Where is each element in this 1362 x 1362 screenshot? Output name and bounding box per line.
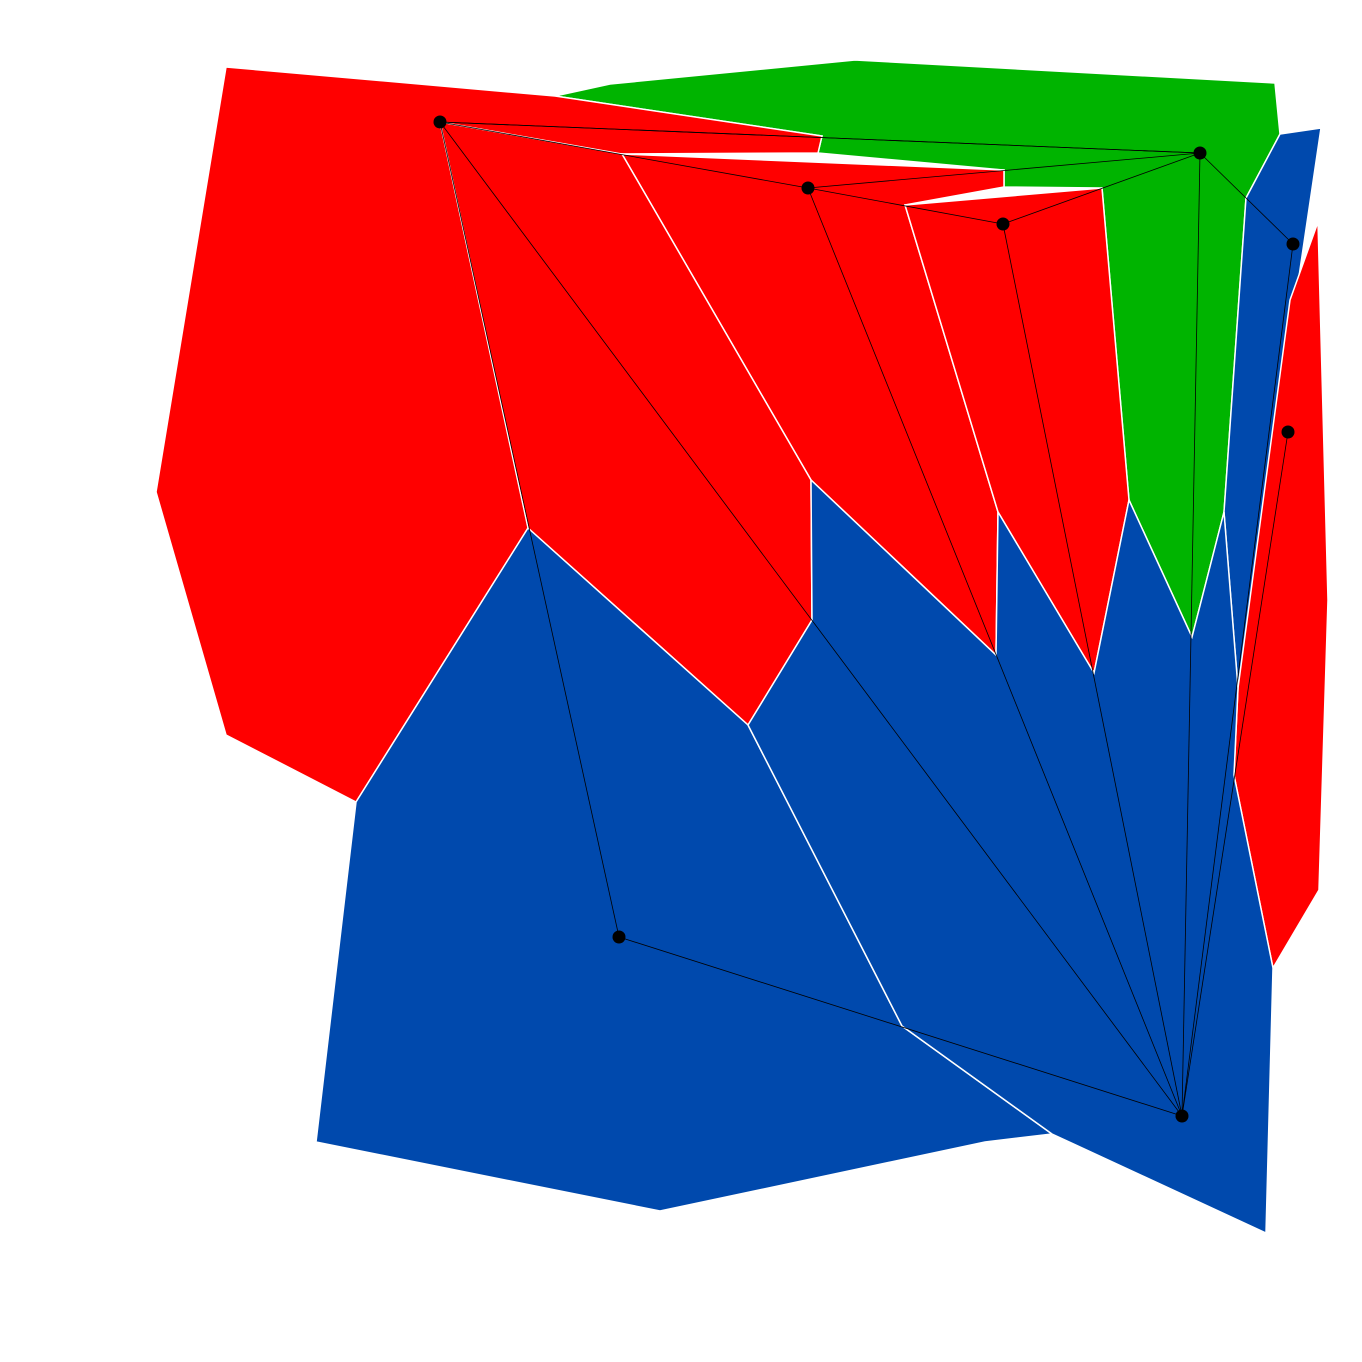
graph-node-n2 xyxy=(801,181,815,195)
edge-n2-n3-5 xyxy=(807,187,1004,225)
graph-node-n8 xyxy=(1175,1109,1189,1123)
edge-n3-n8-9 xyxy=(1002,223,1183,1117)
graph-node-n4 xyxy=(1193,146,1207,160)
edge-n2-n4-6 xyxy=(807,152,1201,189)
graph-node-n6 xyxy=(1281,425,1295,439)
edge-n2-n8-7 xyxy=(807,187,1183,1117)
edge-n3-n4-8 xyxy=(1002,152,1201,225)
nodes-layer xyxy=(433,115,1300,1123)
edge-n4-n8-11 xyxy=(1181,152,1201,1117)
graph-node-n7 xyxy=(612,930,626,944)
edge-n1-n2-2 xyxy=(439,121,809,189)
edge-n1-n8-4 xyxy=(439,121,1183,1117)
edges-layer xyxy=(439,121,1294,1117)
edge-n6-n8-13 xyxy=(1181,431,1289,1117)
edge-n1-n4-1 xyxy=(439,121,1201,154)
edge-n1-n7-3 xyxy=(439,121,620,938)
graph-node-n5 xyxy=(1286,237,1300,251)
edge-n7-n8-14 xyxy=(618,936,1183,1117)
blue-bottom-right-region xyxy=(747,478,1274,1235)
graph-node-n1 xyxy=(433,115,447,129)
edge-n5-n8-12 xyxy=(1181,243,1294,1117)
regions-layer xyxy=(155,59,1329,1235)
edge-n4-n5-10 xyxy=(1199,152,1294,245)
graph-node-n3 xyxy=(996,217,1010,231)
